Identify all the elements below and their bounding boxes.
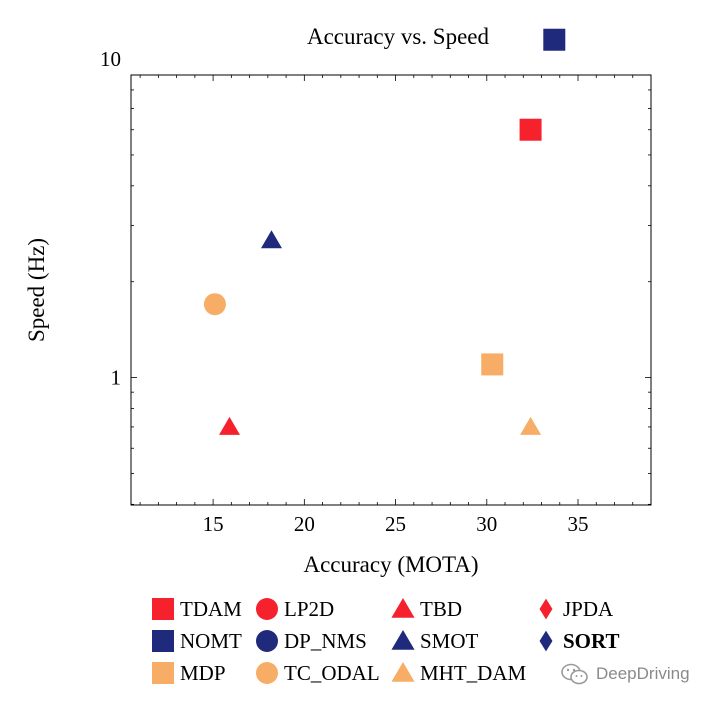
square-marker-icon — [152, 630, 174, 652]
legend-item-mht-dam: MHT_DAM — [390, 660, 526, 686]
legend-item-mdp: MDP — [150, 660, 226, 686]
legend-label: JPDA — [563, 596, 614, 621]
legend-marker — [152, 662, 174, 684]
legend-marker — [256, 630, 278, 652]
y-axis-label: Speed (Hz) — [24, 238, 49, 342]
legend-label: MDP — [180, 660, 226, 685]
circle-marker-icon — [256, 662, 278, 684]
data-point-tdam — [519, 118, 542, 141]
data-point-nomt — [543, 28, 566, 51]
square-marker-icon — [152, 662, 174, 684]
legend-item-jpda: JPDA — [533, 596, 613, 622]
legend-item-smot: SMOT — [390, 628, 478, 654]
legend-marker — [391, 662, 415, 682]
x-axis-label: Accuracy (MOTA) — [303, 552, 478, 577]
legend-label: SORT — [563, 628, 620, 653]
square-marker-icon — [152, 598, 174, 620]
legend-marker — [152, 630, 174, 652]
legend-label: TBD — [420, 596, 462, 621]
legend-marker — [256, 598, 278, 620]
chart-title: Accuracy vs. Speed — [307, 24, 490, 49]
x-tick-label: 35 — [568, 512, 589, 536]
legend-marker — [391, 630, 415, 650]
x-tick-label: 20 — [294, 512, 315, 536]
legend-marker — [539, 630, 553, 652]
data-point-mht-dam — [520, 416, 542, 435]
legend-label: TC_ODAL — [284, 660, 380, 685]
diamond-marker-icon — [539, 630, 553, 652]
y-tick-label: 1 — [111, 366, 122, 390]
triangle-marker-icon — [391, 662, 415, 682]
wechat-icon — [561, 663, 588, 685]
legend-marker — [391, 598, 415, 618]
diamond-marker-icon — [539, 598, 553, 620]
triangle-marker-icon — [391, 630, 415, 650]
x-tick-label: 30 — [476, 512, 497, 536]
legend-item-dp-nms: DP_NMS — [254, 628, 367, 654]
x-tick-label: 15 — [203, 512, 224, 536]
legend-marker — [152, 598, 174, 620]
legend-item-tc-odal: TC_ODAL — [254, 660, 380, 686]
legend-item-lp2d: LP2D — [254, 596, 334, 622]
data-point-smot — [260, 230, 282, 249]
y-tick-label: 10 — [100, 47, 121, 71]
x-tick-label: 25 — [385, 512, 406, 536]
watermark-text: DeepDriving — [596, 664, 690, 683]
circle-marker-icon — [256, 630, 278, 652]
legend-label: DP_NMS — [284, 628, 367, 653]
watermark: DeepDriving — [560, 662, 690, 686]
legend-marker — [256, 662, 278, 684]
legend-marker — [539, 598, 553, 620]
legend-label: SMOT — [420, 628, 479, 653]
legend-item-tdam: TDAM — [150, 596, 242, 622]
legend-label: NOMT — [180, 628, 242, 653]
legend-label: LP2D — [284, 596, 335, 621]
data-point-mdp — [481, 353, 504, 376]
legend-item-sort: SORT — [533, 628, 619, 654]
data-point-tbd — [219, 416, 241, 435]
legend-label: MHT_DAM — [420, 660, 527, 685]
legend-item-tbd: TBD — [390, 596, 462, 622]
data-point-tc-odal — [203, 293, 226, 316]
legend-label: TDAM — [180, 596, 242, 621]
legend-item-nomt: NOMT — [150, 628, 242, 654]
plot-frame — [130, 74, 652, 506]
circle-marker-icon — [256, 598, 278, 620]
triangle-marker-icon — [391, 598, 415, 618]
